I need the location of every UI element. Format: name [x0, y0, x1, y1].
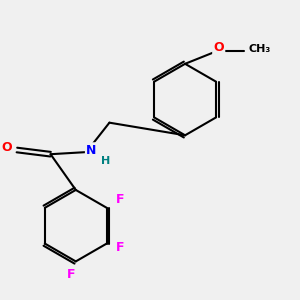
Text: O: O: [213, 41, 224, 54]
Text: F: F: [116, 193, 124, 206]
Text: F: F: [67, 268, 76, 281]
Text: CH₃: CH₃: [249, 44, 271, 54]
Text: N: N: [86, 143, 97, 157]
Text: F: F: [116, 241, 124, 254]
Text: O: O: [1, 141, 12, 154]
Text: H: H: [100, 156, 110, 167]
